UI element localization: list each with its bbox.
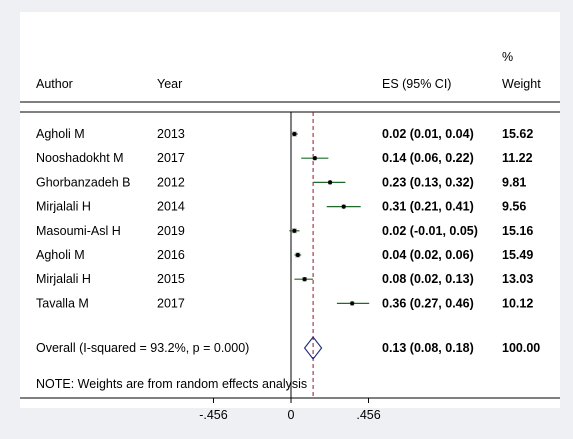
study-point — [295, 252, 300, 258]
study-es-label: 0.14 (0.06, 0.22) — [382, 151, 474, 165]
study-year: 2012 — [157, 175, 185, 189]
study-author: Agholi M — [36, 127, 85, 141]
plot-panel — [20, 12, 560, 408]
study-es-label: 0.04 (0.02, 0.06) — [382, 248, 474, 262]
study-author: Agholi M — [36, 248, 85, 262]
study-point — [302, 277, 307, 282]
study-author: Ghorbanzadeh B — [36, 175, 131, 189]
plot-text: % Author Year ES (95% CI) Weight Overall… — [36, 50, 541, 422]
study-es-label: 0.08 (0.02, 0.13) — [382, 272, 474, 286]
study-point — [328, 180, 333, 185]
x-tick-label: 0 — [288, 408, 295, 422]
study-point — [292, 131, 297, 137]
overall-label: Overall (I-squared = 93.2%, p = 0.000) — [36, 341, 249, 355]
study-author: Mirjalali H — [36, 272, 91, 286]
study-weight: 11.22 — [502, 151, 533, 165]
study-point — [292, 228, 297, 233]
study-point — [350, 301, 355, 306]
header-author: Author — [36, 77, 73, 91]
study-author: Mirjalali H — [36, 200, 91, 214]
overall-diamond — [303, 336, 323, 360]
study-es-label: 0.02 (0.01, 0.04) — [382, 127, 474, 141]
study-author: Nooshadokht M — [36, 151, 124, 165]
study-weight: 10.12 — [502, 296, 533, 310]
overall-es-label: 0.13 (0.08, 0.18) — [382, 341, 474, 355]
study-weight: 15.62 — [502, 127, 533, 141]
x-tick-label: -.456 — [199, 408, 228, 422]
study-es-label: 0.31 (0.21, 0.41) — [382, 200, 474, 214]
overall-weight: 100.00 — [502, 341, 540, 355]
x-tick-label: .456 — [356, 408, 380, 422]
study-weight: 15.16 — [502, 224, 533, 238]
study-year: 2014 — [157, 200, 185, 214]
footnote: NOTE: Weights are from random effects an… — [36, 377, 307, 391]
study-year: 2019 — [157, 224, 185, 238]
study-author: Masoumi-Asl H — [36, 224, 121, 238]
study-year: 2016 — [157, 248, 185, 262]
study-weight: 9.56 — [502, 200, 526, 214]
study-year: 2015 — [157, 272, 185, 286]
study-year: 2017 — [157, 151, 185, 165]
plot-marks — [289, 131, 370, 360]
study-weight: 15.49 — [502, 248, 533, 262]
study-es-label: 0.23 (0.13, 0.32) — [382, 175, 474, 189]
study-weight: 9.81 — [502, 175, 526, 189]
study-author: Tavalla M — [36, 296, 89, 310]
study-es-label: 0.02 (-0.01, 0.05) — [382, 224, 478, 238]
study-year: 2013 — [157, 127, 185, 141]
header-es: ES (95% CI) — [382, 77, 451, 91]
header-weight: Weight — [502, 77, 541, 91]
study-weight: 13.03 — [502, 272, 533, 286]
header-weight-percent: % — [502, 50, 513, 64]
study-es-label: 0.36 (0.27, 0.46) — [382, 296, 474, 310]
study-point — [341, 204, 346, 209]
study-point — [312, 156, 317, 161]
plot-lines — [20, 101, 560, 403]
study-year: 2017 — [157, 296, 185, 310]
header-year: Year — [157, 77, 182, 91]
